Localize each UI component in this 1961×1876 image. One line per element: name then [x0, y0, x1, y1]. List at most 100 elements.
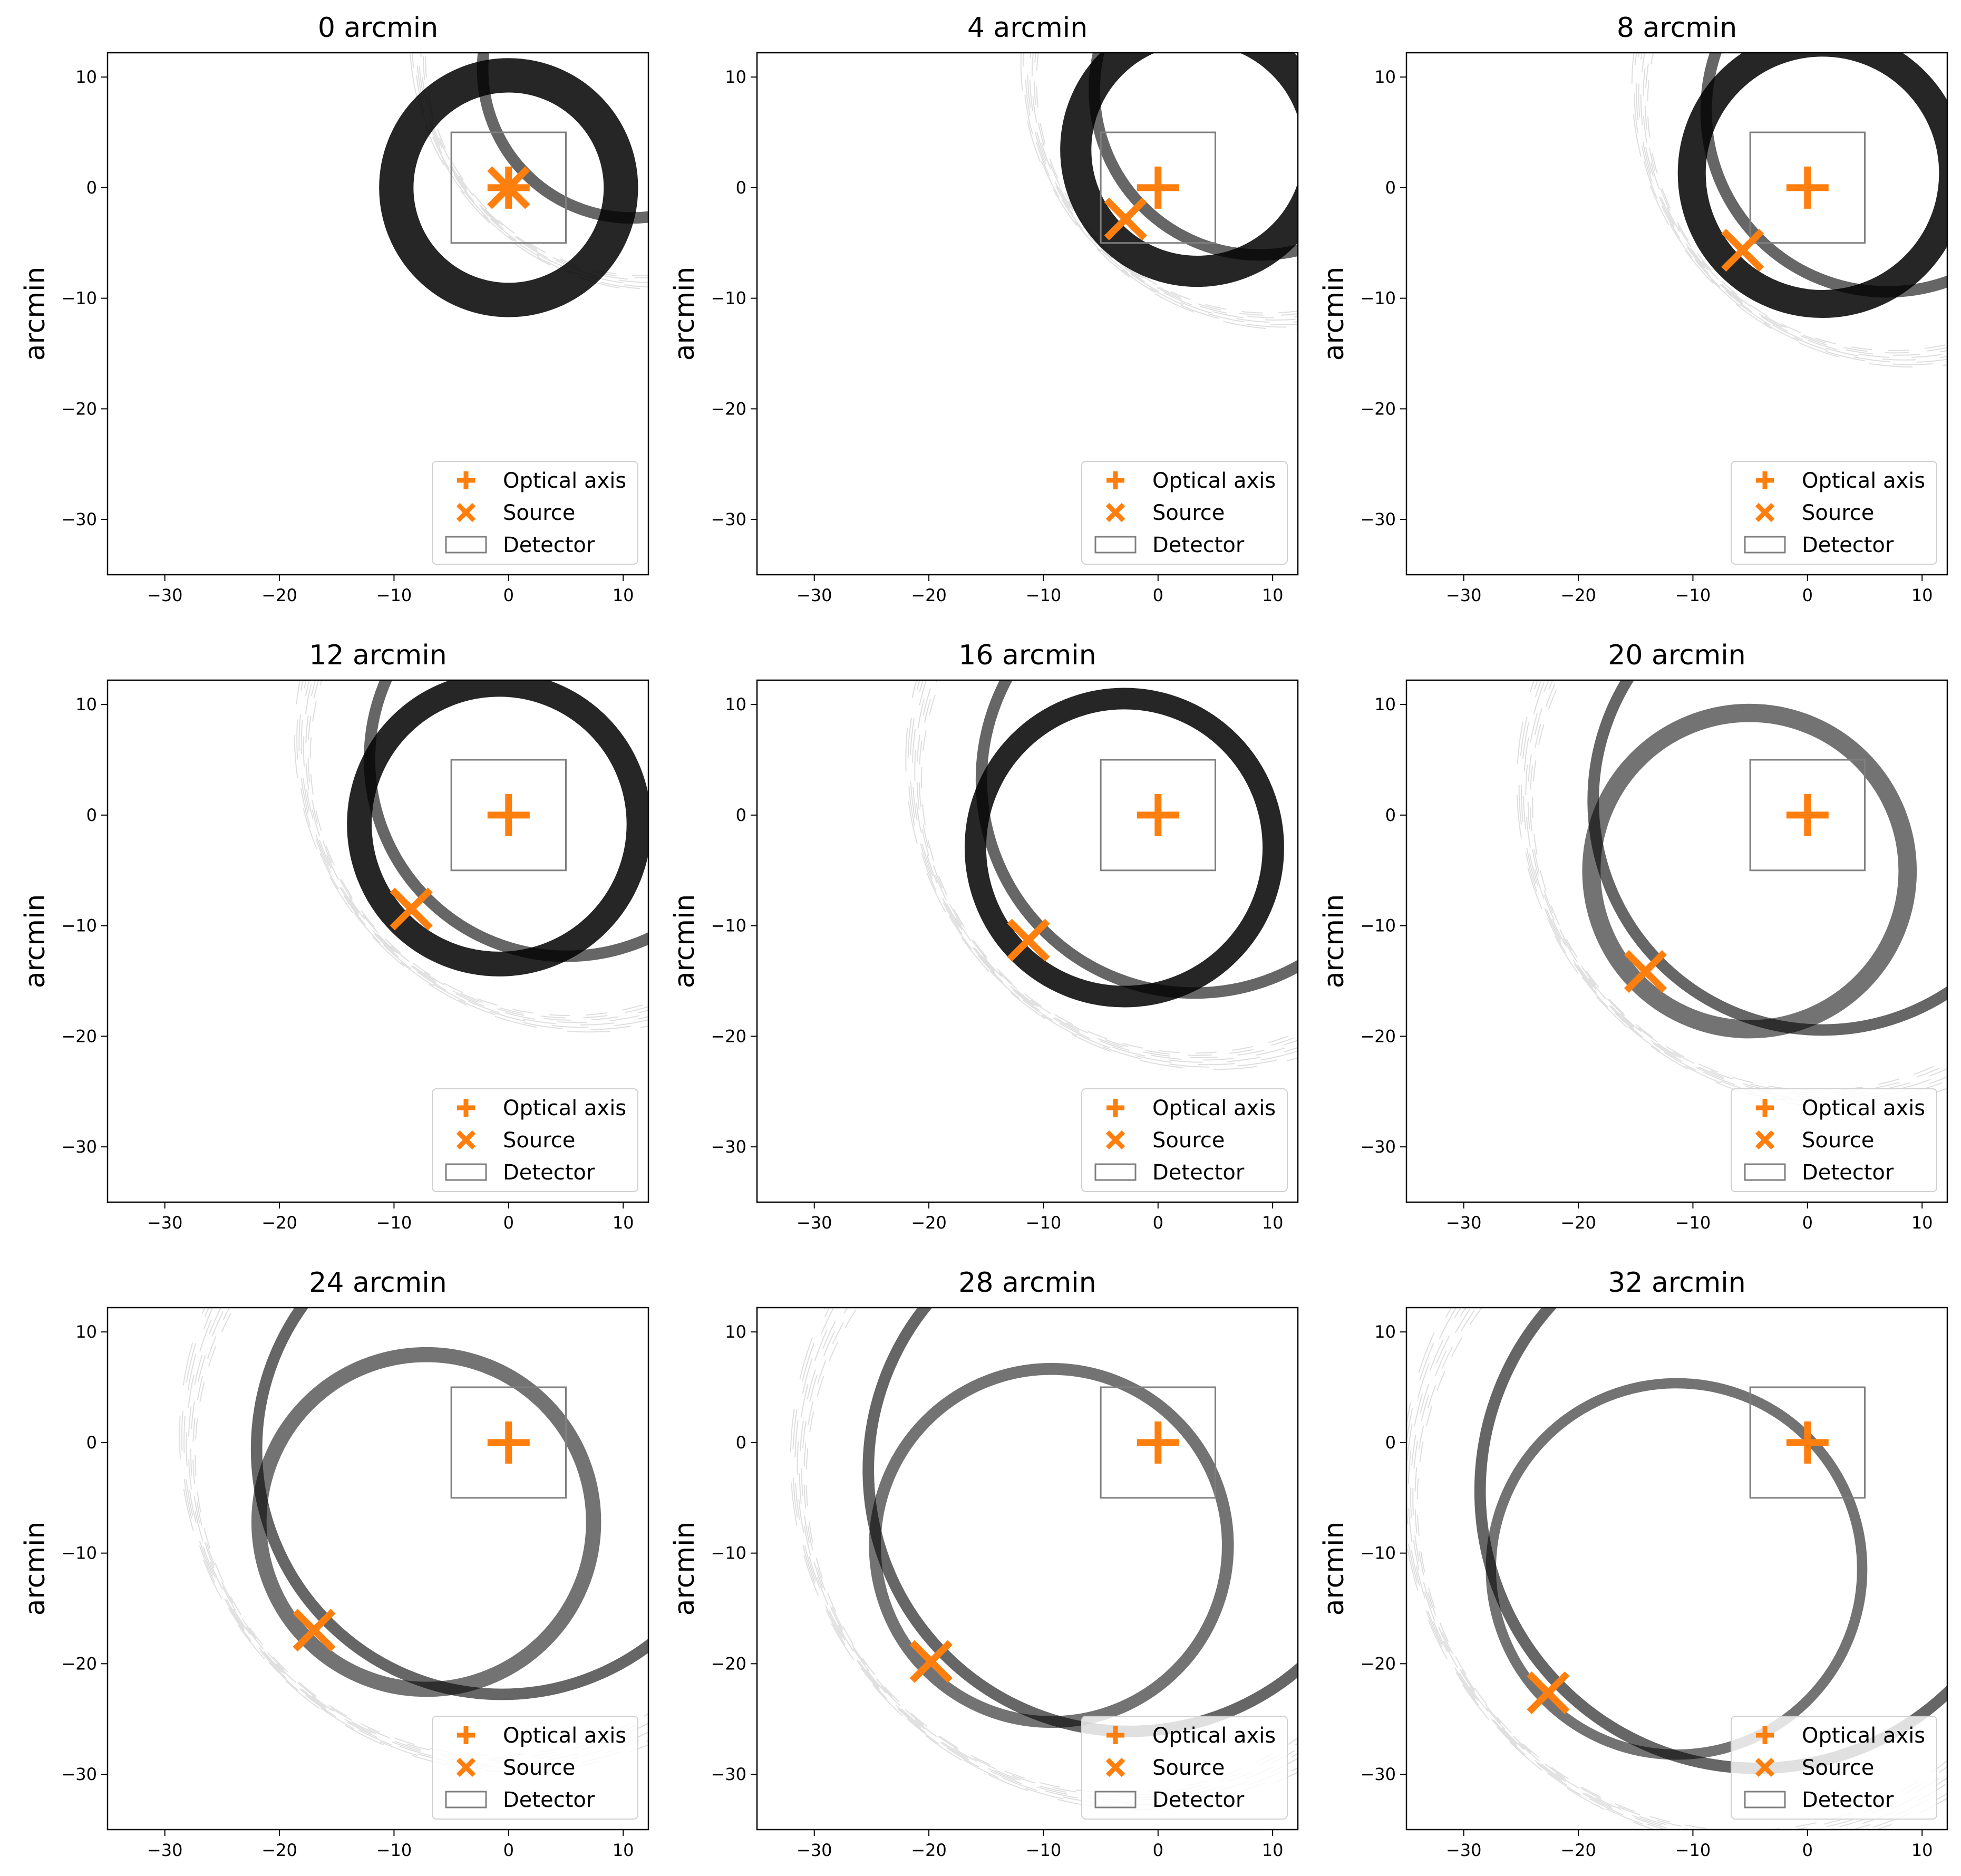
legend-label: Optical axis [1152, 1096, 1276, 1120]
panel-title: 28 arcmin [958, 1267, 1096, 1299]
legend-label: Detector [503, 1161, 595, 1185]
ghost-ring [250, 1308, 648, 1700]
y-tick-label: 10 [75, 694, 97, 714]
legend-label: Source [1152, 501, 1225, 525]
x-tick-label: −20 [1560, 1840, 1596, 1860]
stray-arc [1410, 1308, 1947, 1830]
ring-pattern [294, 680, 648, 1033]
ring-pattern [379, 53, 648, 317]
axes-frame [756, 679, 1299, 1203]
panel: −30 −20 −10 0 10 10 0 −10 −20 −30 8 arcmin arcmin Op… [1318, 12, 1948, 605]
axes-frame [1405, 1307, 1948, 1831]
stray-arc [195, 1308, 648, 1756]
y-tick-label: 10 [75, 1322, 97, 1342]
x-tick-label: 0 [1153, 1840, 1163, 1860]
y-tick-label: −20 [711, 1653, 746, 1674]
y-tick-label: 10 [75, 67, 97, 87]
stray-arc [1412, 1308, 1947, 1830]
stray-arc [914, 680, 1298, 1061]
detector-box [1749, 759, 1866, 872]
legend-x-icon [456, 1757, 476, 1777]
stray-arc [1521, 680, 1947, 1103]
stray-arc [412, 53, 648, 290]
x-tick-label: 0 [1153, 1213, 1163, 1233]
stray-arc [1634, 53, 1947, 365]
x-tick-label: 10 [613, 1840, 634, 1860]
stray-arc [921, 680, 1298, 1053]
legend-plus-icon [1106, 1726, 1124, 1744]
y-tick-label: 10 [725, 1322, 746, 1342]
ghost-ring [1587, 680, 1947, 1036]
stray-arc [423, 53, 648, 278]
legend-frame [1731, 461, 1937, 565]
stray-arc [296, 680, 648, 1030]
legend-label: Detector [1152, 1161, 1245, 1185]
x-tick-label: −20 [911, 585, 947, 605]
legend-label: Source [1802, 1756, 1874, 1780]
y-tick-label: −30 [711, 509, 746, 529]
y-tick-label: −20 [61, 399, 97, 419]
legend-label: Optical axis [503, 1096, 626, 1120]
x-tick-label: −30 [1446, 1840, 1482, 1860]
optical-axis-marker [1137, 794, 1179, 836]
stray-arc [1027, 53, 1298, 323]
panel: −30 −20 −10 0 10 10 0 −10 −20 −30 0 arcmin arcmin Op… [20, 12, 649, 605]
panel-title: 0 arcmin [318, 12, 438, 44]
legend-detector-icon [1094, 536, 1137, 554]
ghost-ring [1700, 53, 1947, 298]
ghost-ring [379, 58, 638, 317]
x-tick-label: 0 [1153, 585, 1163, 605]
legend: Optical axis Source Detector [1731, 1088, 1937, 1192]
y-tick-label: −30 [61, 509, 97, 529]
x-tick-label: −30 [147, 1213, 183, 1233]
stray-arc [1643, 53, 1947, 356]
x-tick-label: −10 [1026, 1840, 1062, 1860]
stray-arc [1647, 53, 1947, 351]
legend-label: Optical axis [1802, 469, 1925, 493]
optical-axis-marker [1137, 166, 1179, 209]
legend-label: Detector [1152, 1788, 1245, 1812]
y-axis-label: arcmin [1318, 267, 1350, 361]
x-tick-label: −10 [1675, 1213, 1711, 1233]
x-tick-label: −20 [1560, 1213, 1596, 1233]
x-tick-label: −20 [911, 1213, 947, 1233]
legend-label: Source [1152, 1128, 1225, 1153]
ring-pattern [1631, 53, 1947, 368]
panel-title: 4 arcmin [967, 12, 1088, 44]
legend-label: Detector [1152, 533, 1245, 557]
y-tick-label: −30 [711, 1764, 746, 1784]
y-tick-label: −20 [711, 399, 746, 419]
stray-arc [416, 53, 648, 286]
legend-plus-icon [457, 1726, 475, 1744]
y-tick-label: −10 [711, 916, 746, 936]
ghost-ring [347, 680, 648, 976]
y-tick-label: 0 [86, 178, 97, 198]
y-axis-label: arcmin [20, 894, 51, 989]
y-tick-label: 10 [1374, 694, 1396, 714]
ghost-ring [364, 680, 648, 962]
axes-frame [756, 52, 1299, 576]
stray-arc [294, 680, 648, 1033]
y-tick-label: −20 [711, 1026, 746, 1046]
legend-detector-icon [1094, 1163, 1137, 1181]
optical-axis-marker [1786, 794, 1829, 836]
x-tick-label: −10 [1026, 1213, 1062, 1233]
ring-pattern [790, 1308, 1298, 1810]
optical-axis-marker [487, 794, 530, 836]
y-axis-label: arcmin [20, 1522, 51, 1616]
x-tick-label: −10 [1026, 585, 1062, 605]
detector-box [1100, 131, 1216, 244]
ghost-ring [1060, 53, 1298, 287]
ring-pattern [1020, 53, 1298, 330]
y-tick-label: −10 [711, 1543, 746, 1563]
detector-box [450, 759, 567, 872]
stray-arc [300, 680, 648, 1026]
legend: Optical axis Source Detector [432, 461, 638, 565]
stray-arc [186, 1308, 648, 1766]
x-tick-label: 0 [1802, 585, 1813, 605]
stray-arc [1645, 53, 1947, 354]
x-tick-label: −10 [1675, 585, 1711, 605]
legend-label: Source [503, 1128, 575, 1153]
y-axis-label: arcmin [1318, 1522, 1350, 1616]
ring-pattern [179, 1308, 648, 1773]
